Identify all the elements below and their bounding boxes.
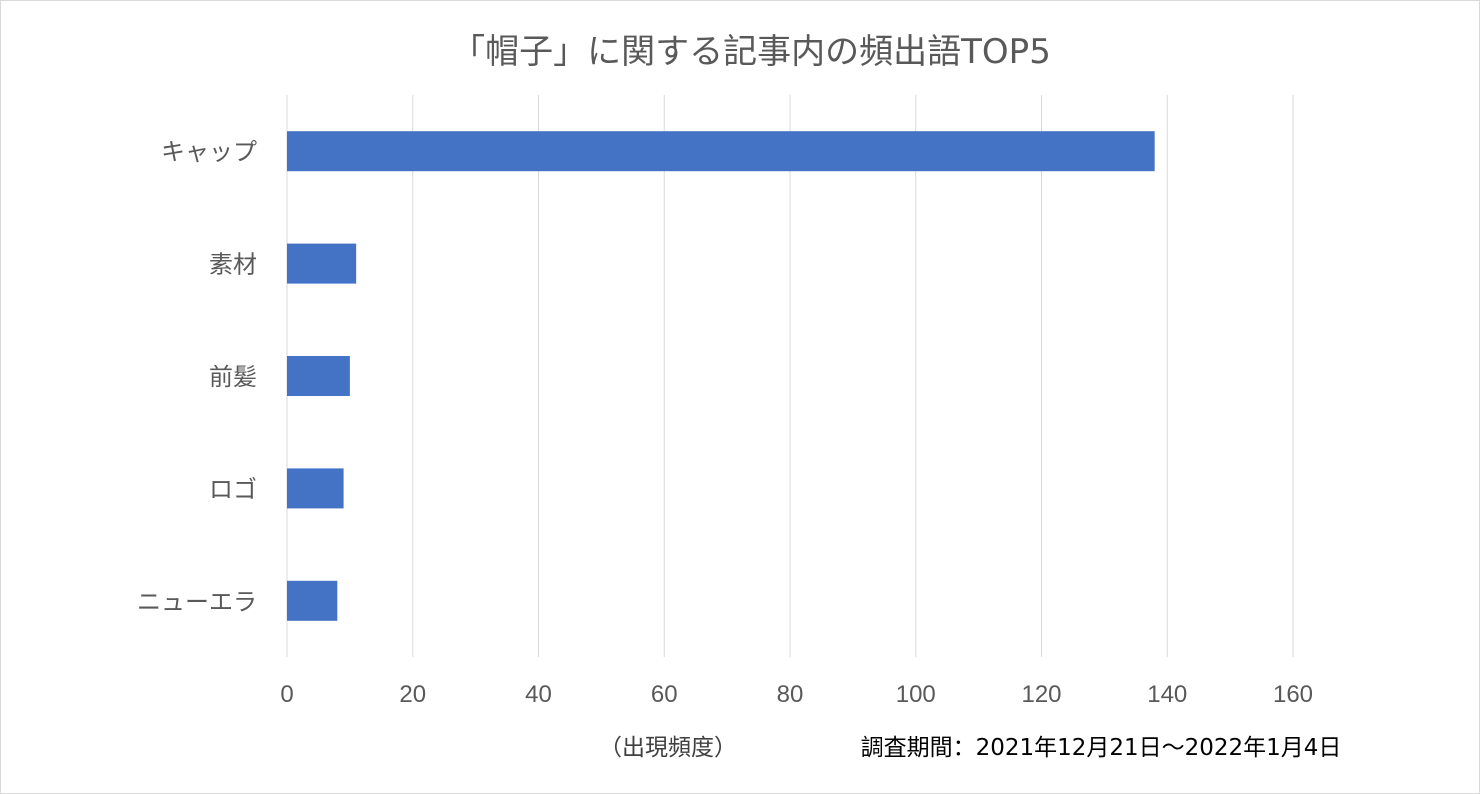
bar-2 bbox=[287, 243, 357, 284]
x-axis-label: （出現頻度） bbox=[599, 735, 737, 761]
category-label: キャップ bbox=[161, 138, 257, 166]
category-label: ニューエラ bbox=[137, 588, 257, 616]
x-tick-label: 80 bbox=[777, 681, 804, 708]
x-tick-label: 160 bbox=[1273, 681, 1313, 708]
x-tick-label: 140 bbox=[1147, 681, 1187, 708]
bar-1 bbox=[287, 131, 1155, 172]
survey-period-annotation: 調査期間：2021年12月21日～2022年1月4日 bbox=[861, 735, 1342, 761]
gridlines bbox=[286, 95, 1294, 657]
x-tick-label: 20 bbox=[399, 681, 426, 708]
category-label: 素材 bbox=[209, 251, 257, 279]
category-label: 前髪 bbox=[209, 363, 257, 391]
x-tick-label: 60 bbox=[651, 681, 678, 708]
bar-3 bbox=[287, 356, 350, 396]
bar-5 bbox=[287, 580, 338, 621]
x-tick-label: 100 bbox=[896, 681, 936, 708]
x-tick-label: 0 bbox=[280, 681, 293, 708]
x-tick-label: 120 bbox=[1021, 681, 1061, 708]
x-tick-labels: 0 20 40 60 80 100 120 140 160 bbox=[280, 681, 1313, 708]
x-tick-label: 40 bbox=[525, 681, 552, 708]
category-label: ロゴ bbox=[209, 475, 257, 503]
bars bbox=[287, 131, 1155, 621]
bar-4 bbox=[287, 468, 344, 509]
chart-title: 「帽子」に関する記事内の頻出語TOP5 bbox=[451, 32, 1051, 72]
